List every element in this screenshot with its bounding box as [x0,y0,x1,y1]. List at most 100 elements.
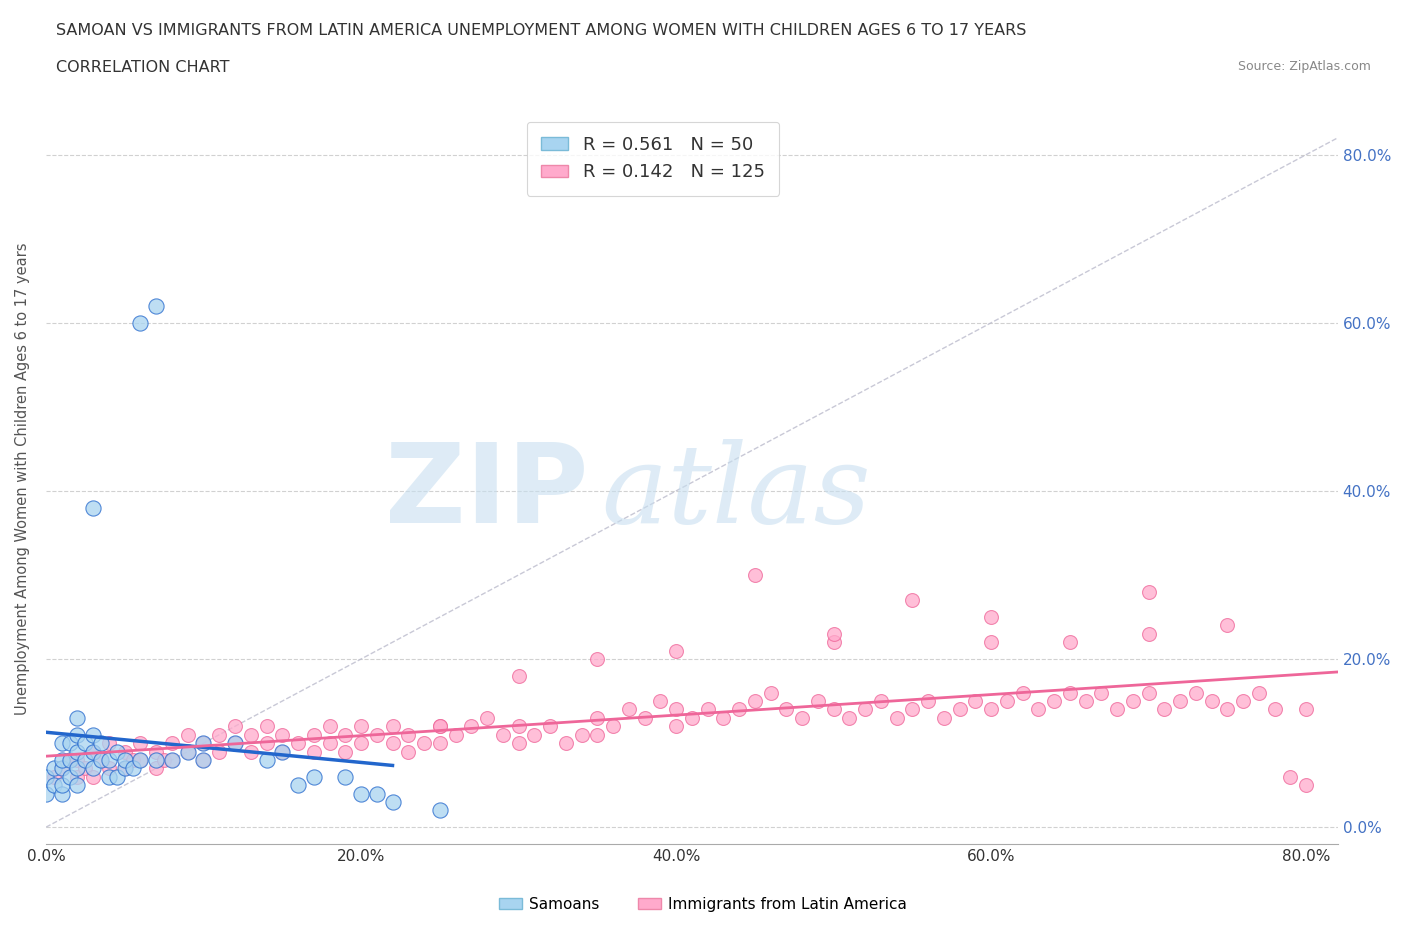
Point [75,761,97,776]
Point [302,744,325,759]
Point [1153,702,1175,717]
Point [82,500,104,515]
Point [901,702,924,717]
Point [901,592,924,607]
Point [287,777,309,792]
Point [696,702,718,717]
Point [90,736,112,751]
Point [145,299,167,313]
Point [1074,694,1097,709]
Point [335,744,357,759]
Point [759,685,782,700]
Point [51,786,73,801]
Point [90,752,112,767]
Point [1295,777,1317,792]
Point [1216,618,1239,633]
Point [869,694,891,709]
Point [82,744,104,759]
Point [98,761,121,776]
Point [160,752,183,767]
Text: Source: ZipAtlas.com: Source: ZipAtlas.com [1237,60,1371,73]
Point [145,761,167,776]
Point [160,752,183,767]
Point [51,752,73,767]
Point [980,609,1002,624]
Point [302,769,325,784]
Point [98,752,121,767]
Point [586,652,609,667]
Point [193,752,215,767]
Point [728,702,751,717]
Point [1028,702,1050,717]
Point [177,744,200,759]
Point [1185,685,1208,700]
Point [1059,635,1081,650]
Point [105,769,128,784]
Text: SAMOAN VS IMMIGRANTS FROM LATIN AMERICA UNEMPLOYMENT AMONG WOMEN WITH CHILDREN A: SAMOAN VS IMMIGRANTS FROM LATIN AMERICA … [56,23,1026,38]
Point [681,711,703,725]
Point [271,744,294,759]
Point [82,727,104,742]
Point [114,761,136,776]
Point [586,727,609,742]
Point [224,736,246,751]
Point [886,711,908,725]
Point [508,669,530,684]
Point [853,702,876,717]
Point [318,719,340,734]
Point [396,744,419,759]
Point [239,744,262,759]
Point [1216,702,1239,717]
Point [51,736,73,751]
Point [35,786,58,801]
Point [617,702,640,717]
Point [82,744,104,759]
Point [66,769,89,784]
Point [711,711,734,725]
Point [153,752,176,767]
Point [413,736,436,751]
Point [366,727,388,742]
Point [1137,627,1160,642]
Point [105,744,128,759]
Point [775,702,797,717]
Point [318,736,340,751]
Point [744,694,766,709]
Point [1279,769,1302,784]
Point [460,719,482,734]
Point [114,744,136,759]
Point [1232,694,1254,709]
Point [350,736,373,751]
Point [193,736,215,751]
Point [59,752,82,767]
Point [208,727,231,742]
Point [75,752,97,767]
Point [381,794,404,809]
Point [508,719,530,734]
Point [121,761,143,776]
Point [965,694,987,709]
Point [271,744,294,759]
Point [114,752,136,767]
Legend: R = 0.561   N = 50, R = 0.142   N = 125: R = 0.561 N = 50, R = 0.142 N = 125 [527,122,779,195]
Point [224,736,246,751]
Point [429,736,451,751]
Point [66,777,89,792]
Point [1011,685,1033,700]
Point [66,711,89,725]
Point [1043,694,1066,709]
Point [586,711,609,725]
Point [554,736,576,751]
Point [145,752,167,767]
Point [59,769,82,784]
Point [66,744,89,759]
Point [335,727,357,742]
Point [35,769,58,784]
Point [302,727,325,742]
Point [429,719,451,734]
Text: atlas: atlas [602,439,870,547]
Point [129,752,152,767]
Point [51,777,73,792]
Point [51,761,73,776]
Point [932,711,955,725]
